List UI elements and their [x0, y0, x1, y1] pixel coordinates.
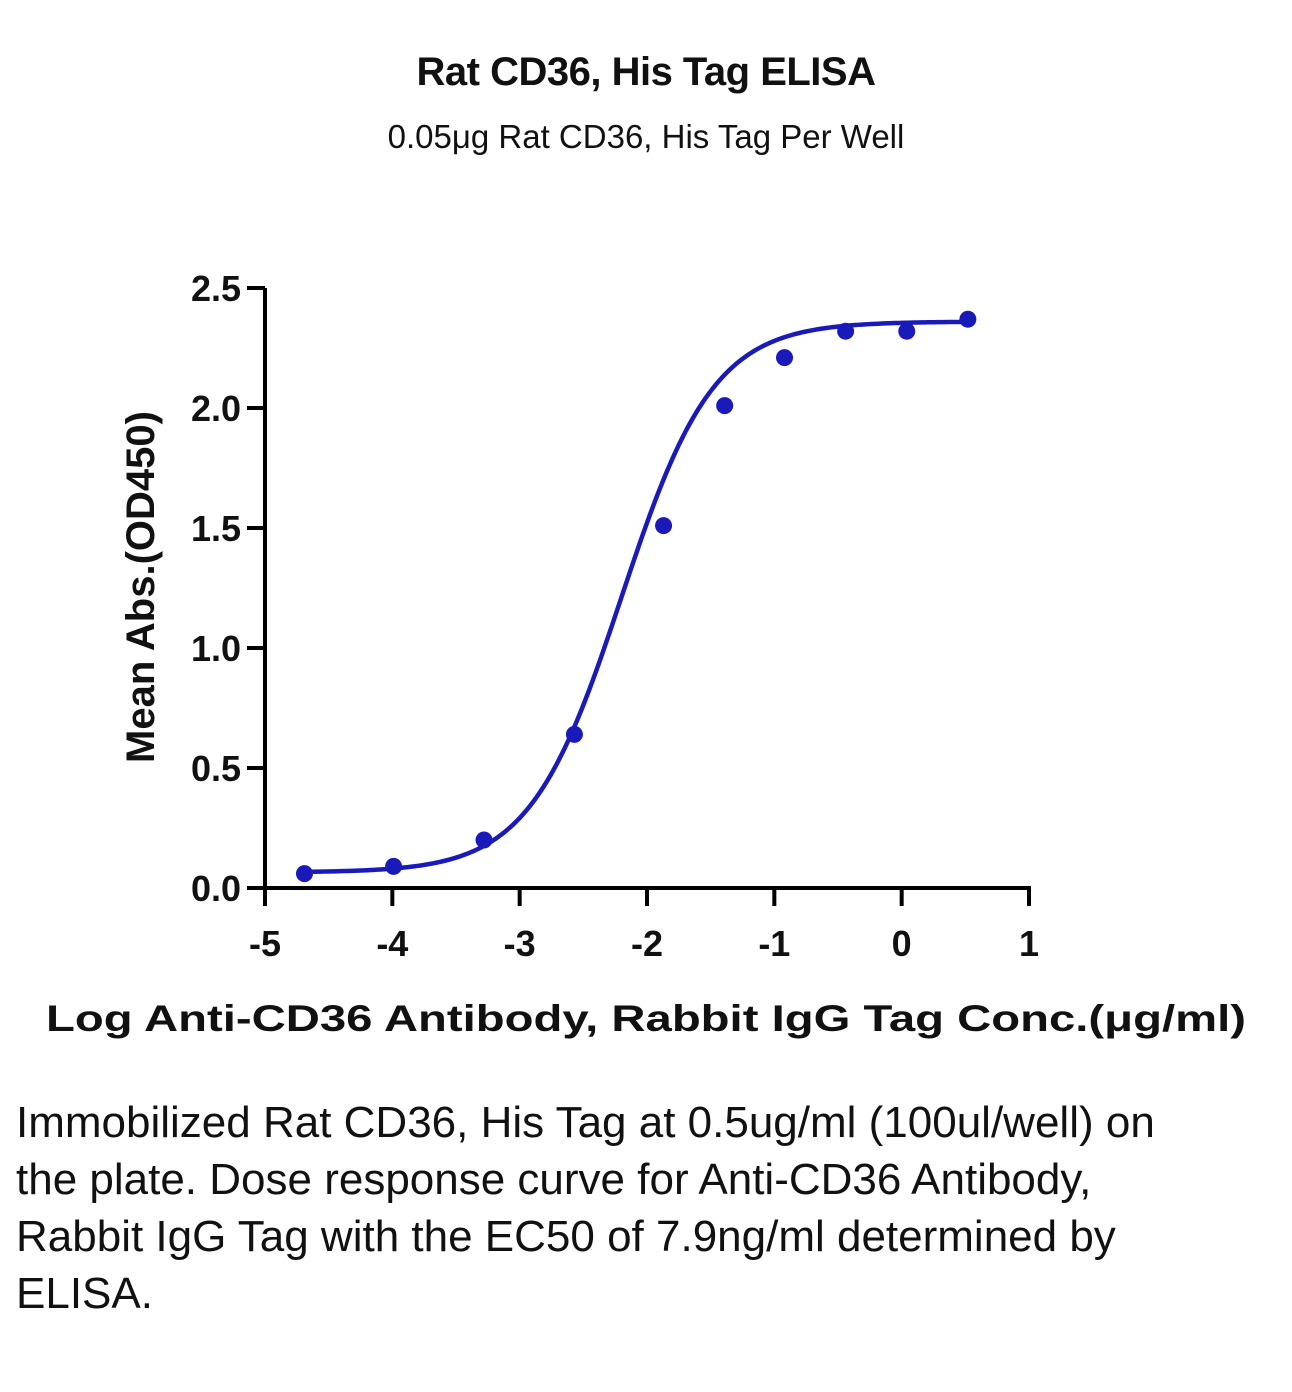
- x-axis-label: Log Anti-CD36 Antibody, Rabbit IgG Tag C…: [46, 998, 1246, 1039]
- data-point: [295, 865, 313, 883]
- y-tick-label: 0.0: [191, 868, 241, 909]
- x-tick-label: 0: [892, 923, 912, 964]
- data-point: [385, 857, 403, 875]
- data-point: [655, 517, 673, 535]
- data-point: [837, 322, 855, 340]
- data-point: [959, 310, 977, 328]
- y-tick-label: 1.5: [191, 508, 241, 549]
- fit-curve: [302, 319, 971, 875]
- data-point: [898, 322, 916, 340]
- data-points-layer: [295, 310, 977, 883]
- x-tick-label: -4: [376, 923, 408, 964]
- x-tick-label: -1: [758, 923, 790, 964]
- axes: 0.0 0.5 1.0 1.5 2.0 2.5 -5 -4 -3 -2 -1 0 1: [191, 268, 1039, 964]
- y-tick-label: 0.5: [191, 748, 241, 789]
- chart-subtitle: 0.05μg Rat CD36, His Tag Per Well: [387, 118, 905, 155]
- figure-caption: Immobilized Rat CD36, His Tag at 0.5ug/m…: [16, 1098, 1155, 1318]
- y-tick-label: 2.5: [191, 268, 241, 309]
- y-axis-label: Mean Abs.(OD450): [119, 411, 163, 763]
- y-tick-label: 2.0: [191, 388, 241, 429]
- data-point: [716, 397, 734, 415]
- x-tick-label: -3: [504, 923, 536, 964]
- fit-curve-layer: [302, 319, 971, 875]
- data-point: [475, 831, 493, 849]
- y-tick-label: 1.0: [191, 628, 241, 669]
- data-point: [776, 349, 794, 367]
- chart-title: Rat CD36, His Tag ELISA: [416, 50, 876, 94]
- x-tick-label: 1: [1019, 923, 1039, 964]
- x-tick-label: -2: [631, 923, 663, 964]
- dose-response-chart: 0.0 0.5 1.0 1.5 2.0 2.5 -5 -4 -3 -2 -1 0 1 Mean Abs.…: [46, 268, 1246, 1039]
- data-point: [565, 725, 583, 743]
- x-tick-label: -5: [249, 923, 281, 964]
